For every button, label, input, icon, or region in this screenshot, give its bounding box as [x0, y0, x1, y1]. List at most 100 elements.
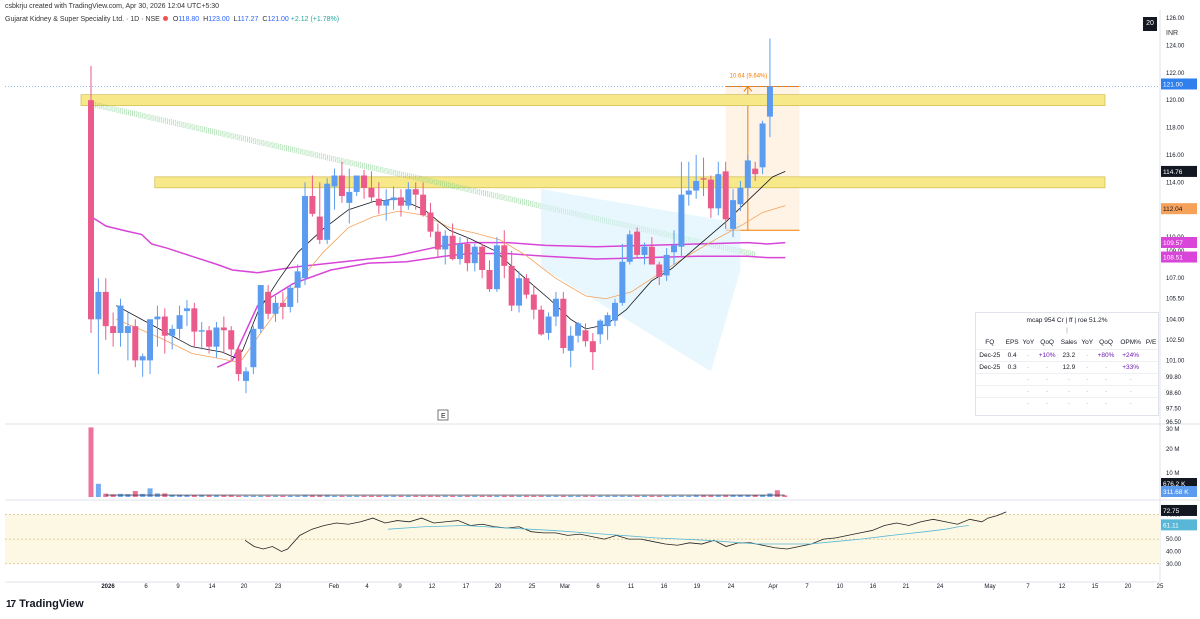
- price-tick-label: 107.00: [1166, 276, 1185, 282]
- candle-body: [368, 187, 375, 198]
- price-tick-label: 126.00: [1166, 16, 1185, 22]
- candle-body: [442, 235, 449, 250]
- candle-body: [183, 308, 190, 312]
- volume-bar: [664, 495, 670, 497]
- volume-bar: [701, 495, 707, 497]
- volume-bar: [236, 495, 242, 497]
- fundamentals-grid: FQ EPS YoY QoQ Sales YoY QoQ OPM% P/E Dec-25 0.4-…: [976, 337, 1158, 409]
- fundamentals-table: mcap 954 Cr | ff | roe 51.2% | FQ EPS YoY Q…: [975, 312, 1159, 416]
- volume-bar: [723, 495, 729, 497]
- candle-body: [752, 168, 759, 175]
- volume-bar: [88, 427, 94, 497]
- candle-body: [619, 261, 626, 303]
- volume-label-bg: [1161, 486, 1197, 497]
- candle-body: [493, 245, 500, 290]
- candle-body: [242, 371, 249, 381]
- fund-col-4: Sales: [1060, 339, 1078, 347]
- volume-bar: [487, 495, 493, 497]
- rsi-label-bg: [1161, 504, 1197, 516]
- volume-bar: [627, 495, 633, 497]
- rsi-label: 61.11: [1163, 522, 1179, 529]
- candle-body: [102, 291, 109, 327]
- volume-bar: [590, 495, 596, 497]
- candle-body: [161, 316, 168, 336]
- volume-bar: [457, 495, 463, 497]
- candle-body: [471, 246, 478, 264]
- time-tick-label: 4: [365, 584, 369, 590]
- band-upper-line: [90, 215, 786, 274]
- volume-bar: [147, 488, 153, 497]
- volume-bar: [95, 483, 101, 497]
- volume-bar: [693, 495, 699, 497]
- price-tick-label: 114.00: [1166, 180, 1185, 186]
- fund-cell: -: [1036, 360, 1059, 373]
- price-tick-label: 118.00: [1166, 126, 1185, 132]
- tradingview-brand[interactable]: 17 TradingView: [6, 598, 84, 610]
- brand-name: TradingView: [19, 598, 84, 610]
- fund-cell: -: [1079, 348, 1095, 361]
- candle-body: [272, 302, 279, 314]
- candle-body: [169, 328, 176, 336]
- candle-body: [663, 254, 670, 276]
- close-value: 121.00: [267, 16, 289, 23]
- time-tick-label: 25: [1157, 584, 1164, 590]
- time-tick-label: Apr: [768, 584, 777, 590]
- fund-cell: -: [1020, 396, 1037, 409]
- volume-bar: [671, 495, 677, 497]
- level-label: 114.76: [1163, 169, 1183, 176]
- candle-body: [730, 200, 737, 229]
- level-label: 112.04: [1163, 206, 1183, 213]
- candle-body: [88, 100, 94, 320]
- candle-body: [405, 189, 412, 206]
- volume-bar: [531, 495, 537, 497]
- fundamentals-summary: mcap 954 Cr | ff | roe 51.2%: [1026, 317, 1108, 324]
- candle-body: [397, 197, 404, 206]
- resistance-zone: [154, 176, 1106, 189]
- volume-tick: 10 M: [1166, 471, 1179, 477]
- volume-bar: [228, 495, 234, 497]
- time-tick-label: 23: [275, 584, 282, 590]
- candle-body: [390, 197, 397, 201]
- fund-row: ------: [976, 384, 1158, 397]
- fund-cell: -: [1079, 384, 1095, 397]
- log-scale-badge[interactable]: 20: [1143, 17, 1157, 31]
- price-tick-label: 96.50: [1166, 420, 1182, 426]
- volume-bar: [509, 495, 515, 497]
- candle-body: [685, 190, 692, 195]
- time-tick-label: 2026: [101, 584, 115, 590]
- market-status-icon: [162, 16, 168, 21]
- candle-body: [604, 315, 611, 327]
- candle-body: [744, 160, 751, 188]
- volume-bar: [383, 495, 389, 497]
- fund-cell: Dec-25: [976, 360, 1004, 373]
- close-label: C: [262, 16, 268, 23]
- volume-bar: [221, 495, 227, 497]
- volume-bar: [273, 495, 278, 497]
- candle-body: [139, 356, 146, 361]
- candle-body: [457, 243, 463, 260]
- time-tick-label: 14: [209, 584, 216, 590]
- fund-col-5: YoY: [1081, 339, 1094, 347]
- fund-cell: -: [1058, 372, 1080, 385]
- fund-cell: -: [1058, 384, 1080, 397]
- volume-bar: [118, 493, 124, 497]
- volume-bar: [280, 495, 286, 497]
- trendline: [90, 104, 756, 257]
- fund-cell: [1003, 372, 1021, 385]
- fund-cell: +33%: [1117, 360, 1145, 373]
- candle-body: [656, 264, 663, 277]
- volume-bar: [612, 495, 618, 497]
- earnings-marker: [437, 409, 449, 421]
- candle-body: [191, 308, 198, 332]
- candle-body: [316, 216, 323, 240]
- candle-body: [464, 243, 471, 264]
- level-label-bg: [1161, 165, 1197, 177]
- candle-body: [176, 315, 183, 329]
- fund-col-2: YoY: [1022, 339, 1035, 347]
- level-label-bg: [1161, 251, 1197, 263]
- volume-bar: [295, 495, 301, 497]
- low-label: L: [233, 16, 238, 23]
- price-tick-label: 99.80: [1166, 375, 1182, 381]
- time-tick-label: 20: [241, 584, 248, 590]
